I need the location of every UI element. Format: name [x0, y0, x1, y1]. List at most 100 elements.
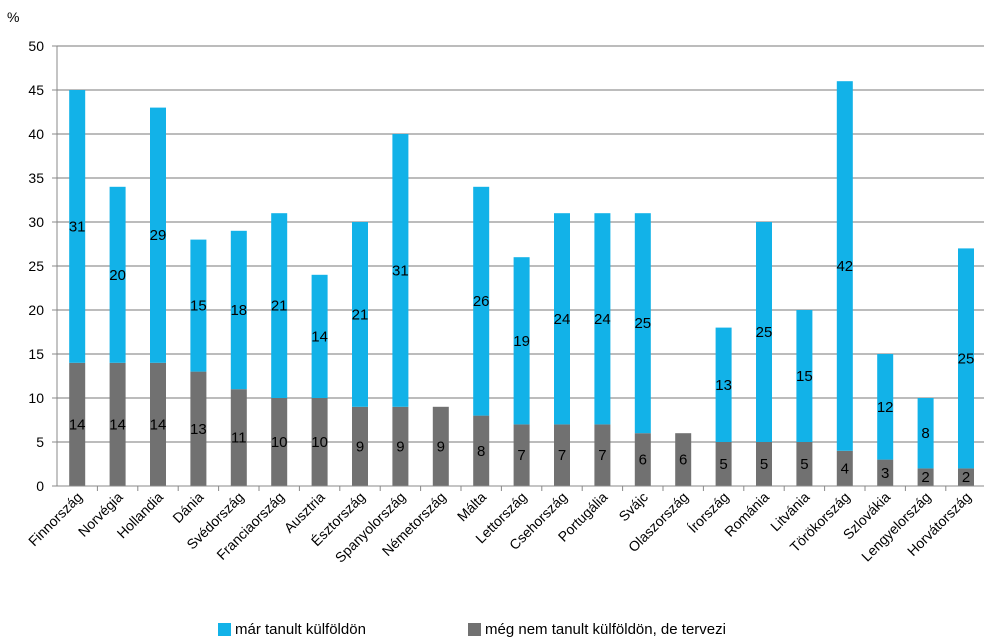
bar-segment-planning: [190, 371, 207, 486]
data-label-studied: 26: [473, 293, 490, 310]
bar-segment-studied: [836, 81, 853, 451]
bar-segment-studied: [230, 230, 247, 390]
bar-segment-studied: [796, 310, 813, 442]
bar-segment-planning: [715, 442, 732, 486]
category-label: Románia: [721, 489, 772, 540]
data-label-planning: 7: [558, 447, 566, 464]
bar-segment-studied: [271, 213, 288, 398]
bar-segment-studied: [392, 134, 409, 407]
data-label-planning: 6: [679, 452, 687, 469]
bar-segment-studied: [877, 354, 894, 460]
data-label-planning: 5: [800, 456, 808, 473]
y-tick-label: 30: [28, 214, 44, 230]
data-label-studied: 12: [877, 399, 894, 416]
bar-segment-planning: [877, 459, 894, 486]
bar-segment-planning: [271, 398, 288, 486]
data-label-studied: 25: [634, 315, 651, 332]
legend-item-blue: már tanult külföldön: [218, 621, 366, 638]
data-label-studied: 21: [271, 298, 288, 315]
y-axis-unit: %: [7, 9, 19, 25]
y-tick-label: 40: [28, 126, 44, 142]
data-label-planning: 10: [271, 434, 288, 451]
y-tick-label: 15: [28, 346, 44, 362]
bar-segment-studied: [69, 90, 86, 363]
y-tick-label: 10: [28, 390, 44, 406]
data-label-studied: 20: [109, 267, 126, 284]
data-label-planning: 2: [921, 469, 929, 486]
y-tick-label: 50: [28, 38, 44, 54]
bar-segment-planning: [392, 406, 409, 486]
data-label-studied: 42: [836, 258, 853, 275]
y-tick-label: 45: [28, 82, 44, 98]
bars: [69, 81, 974, 486]
bar-segment-studied: [594, 213, 611, 425]
bar-segment-studied: [634, 213, 651, 434]
legend-swatch-gray: [468, 623, 481, 636]
bar-segment-planning: [836, 450, 853, 486]
bar-segment-planning: [513, 424, 530, 486]
legend-item-gray: még nem tanult külföldön, de tervezi: [468, 621, 726, 638]
y-tick-label: 0: [36, 478, 44, 494]
bar-segment-planning: [69, 362, 86, 486]
data-label-planning: 7: [598, 447, 606, 464]
legend-swatch-blue: [218, 623, 231, 636]
data-label-studied: 31: [392, 262, 409, 279]
data-label-studied: 13: [715, 377, 732, 394]
data-label-planning: 6: [639, 452, 647, 469]
bar-segment-studied: [917, 398, 934, 469]
bar-segment-studied: [150, 107, 166, 363]
data-label-studied: 24: [594, 311, 611, 328]
data-label-studied: 21: [352, 306, 369, 323]
bar-segment-planning: [958, 468, 974, 486]
category-label: Svájc: [615, 489, 651, 525]
category-label: Dánia: [169, 489, 206, 526]
bar-segment-studied: [513, 257, 530, 425]
y-tick-label: 35: [28, 170, 44, 186]
data-label-studied: 24: [554, 311, 571, 328]
bar-segment-planning: [554, 424, 570, 486]
data-label-planning: 5: [719, 456, 727, 473]
legend-label-blue: már tanult külföldön: [235, 621, 366, 638]
bar-segment-planning: [917, 468, 934, 486]
bar-segment-planning: [230, 389, 247, 486]
data-label-planning: 9: [396, 438, 404, 455]
bar-segment-studied: [958, 248, 974, 469]
data-label-planning: 14: [69, 416, 86, 433]
data-label-planning: 10: [311, 434, 328, 451]
data-label-planning: 5: [760, 456, 768, 473]
bar-segment-studied: [554, 213, 570, 425]
bar-segment-planning: [796, 442, 813, 486]
legend: már tanult külföldön még nem tanult külf…: [0, 621, 984, 643]
bar-segment-studied: [109, 186, 126, 363]
bar-segment-planning: [594, 424, 611, 486]
bar-segment-planning: [109, 362, 126, 486]
data-label-planning: 9: [437, 438, 445, 455]
bar-segment-planning: [756, 442, 772, 486]
data-label-planning: 11: [231, 430, 247, 447]
bar-segment-planning: [432, 406, 449, 486]
data-label-studied: 29: [150, 227, 167, 244]
data-label-studied: 14: [311, 328, 328, 345]
data-label-planning: 14: [150, 416, 167, 433]
data-label-planning: 8: [477, 443, 485, 460]
y-tick-label: 20: [28, 302, 44, 318]
y-tick-label: 25: [28, 258, 44, 274]
data-label-planning: 14: [109, 416, 126, 433]
category-label: Spanyolország: [332, 489, 409, 566]
legend-label-gray: még nem tanult külföldön, de tervezi: [485, 621, 726, 638]
data-label-studied: 31: [69, 218, 86, 235]
data-label-studied: 25: [958, 350, 975, 367]
data-label-planning: 13: [190, 421, 207, 438]
bar-segment-planning: [150, 362, 166, 486]
data-label-studied: 8: [921, 425, 929, 442]
bar-segment-planning: [352, 406, 368, 486]
bar-segment-studied: [473, 186, 490, 416]
bar-segment-planning: [675, 433, 692, 486]
data-label-studied: 15: [796, 368, 813, 385]
bar-segment-studied: [756, 222, 772, 442]
bar-segment-planning: [634, 433, 651, 486]
data-label-studied: 15: [190, 298, 207, 315]
bar-segment-planning: [473, 415, 490, 486]
